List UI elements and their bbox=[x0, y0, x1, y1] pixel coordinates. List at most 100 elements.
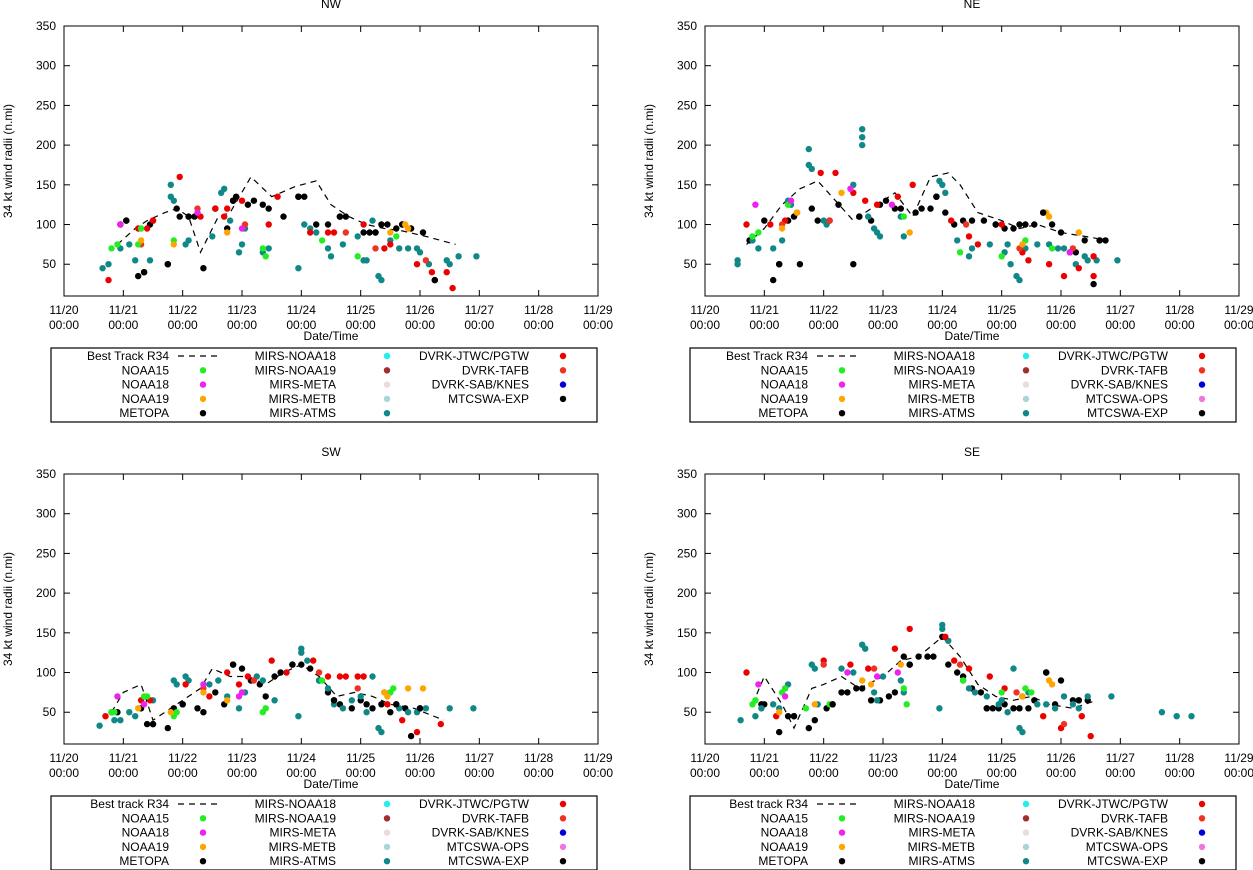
x-tick-label: 11/29 bbox=[583, 303, 612, 317]
legend-label: MTCSWA-EXP bbox=[448, 854, 529, 868]
data-point bbox=[173, 709, 180, 716]
data-point bbox=[137, 225, 145, 232]
data-point bbox=[99, 265, 106, 272]
data-point bbox=[330, 697, 338, 704]
x-tick-label: 11/24 bbox=[928, 751, 957, 765]
data-point bbox=[956, 249, 964, 256]
data-point bbox=[767, 221, 774, 228]
y-tick-label: 100 bbox=[677, 666, 697, 680]
data-point bbox=[758, 705, 765, 712]
legend-label: MIRS-META bbox=[909, 826, 975, 840]
data-point bbox=[407, 732, 415, 740]
data-point bbox=[856, 213, 863, 220]
data-point bbox=[882, 197, 890, 204]
series-mirs-atms bbox=[737, 621, 1195, 736]
data-point bbox=[853, 685, 860, 692]
data-point bbox=[1075, 705, 1083, 712]
data-point bbox=[1013, 689, 1020, 696]
data-point bbox=[906, 661, 913, 668]
data-point bbox=[838, 665, 845, 672]
data-point bbox=[366, 229, 373, 236]
data-point bbox=[778, 225, 786, 232]
chart-title: SW bbox=[321, 445, 341, 459]
series-noaa15 bbox=[108, 677, 397, 720]
data-point bbox=[416, 249, 424, 256]
data-point bbox=[793, 209, 801, 216]
data-point bbox=[915, 653, 922, 660]
data-point bbox=[378, 728, 385, 736]
x-tick-label: 00:00 bbox=[690, 318, 720, 332]
y-tick-label: 350 bbox=[36, 467, 56, 481]
data-point bbox=[455, 253, 462, 260]
legend-label: MTCSWA-EXP bbox=[1087, 406, 1168, 420]
data-point bbox=[906, 625, 913, 633]
data-point bbox=[942, 189, 949, 196]
legend-label: MTCSWA-OPS bbox=[1086, 840, 1168, 854]
data-point bbox=[384, 221, 391, 228]
legend-label: NOAA18 bbox=[761, 378, 809, 392]
x-tick-label: 11/27 bbox=[465, 751, 494, 765]
data-point bbox=[1075, 265, 1083, 272]
data-point bbox=[313, 221, 320, 228]
data-point bbox=[936, 705, 943, 712]
data-point bbox=[1016, 276, 1023, 284]
data-point bbox=[102, 713, 109, 720]
legend-dot-marker bbox=[1198, 858, 1206, 865]
best-track-line bbox=[751, 635, 1097, 730]
data-point bbox=[942, 209, 949, 216]
legend-label: MIRS-META bbox=[270, 378, 336, 392]
plot-frame bbox=[63, 473, 599, 745]
data-point bbox=[413, 261, 421, 268]
data-point bbox=[1019, 241, 1026, 248]
data-point bbox=[811, 701, 818, 708]
y-tick-label: 50 bbox=[684, 257, 698, 271]
data-point bbox=[140, 701, 148, 708]
data-point bbox=[313, 229, 320, 236]
y-tick-label: 350 bbox=[677, 19, 697, 33]
data-point bbox=[114, 693, 121, 700]
data-point bbox=[743, 221, 750, 228]
x-tick-label: 11/26 bbox=[1046, 303, 1075, 317]
data-point bbox=[431, 276, 438, 284]
legend-label: DVRK-JTWC/PGTW bbox=[419, 797, 530, 811]
data-point bbox=[363, 257, 370, 264]
legend-label: MIRS-NOAA18 bbox=[255, 797, 337, 811]
data-point bbox=[449, 284, 456, 292]
data-point bbox=[873, 697, 881, 704]
data-point bbox=[238, 241, 246, 248]
data-point bbox=[381, 245, 388, 252]
data-point bbox=[298, 649, 305, 656]
data-point bbox=[194, 209, 201, 216]
data-point bbox=[310, 657, 317, 664]
x-tick-label: 11/25 bbox=[987, 751, 1016, 765]
legend-label: NOAA15 bbox=[122, 811, 170, 825]
data-point bbox=[132, 713, 139, 720]
data-point bbox=[1048, 221, 1056, 228]
data-point bbox=[226, 217, 234, 224]
data-point bbox=[170, 197, 177, 204]
data-point bbox=[173, 205, 180, 212]
x-tick-label: 00:00 bbox=[927, 318, 957, 332]
data-point bbox=[939, 181, 946, 188]
data-point bbox=[348, 697, 355, 704]
legend-label: NOAA18 bbox=[122, 826, 170, 840]
data-point bbox=[324, 685, 332, 692]
x-tick-label: 00:00 bbox=[749, 766, 779, 780]
data-point bbox=[250, 677, 258, 684]
x-tick-label: 00:00 bbox=[49, 318, 79, 332]
data-point bbox=[304, 657, 311, 664]
data-point bbox=[891, 645, 899, 652]
data-point bbox=[986, 241, 993, 248]
y-tick-label: 50 bbox=[684, 705, 698, 719]
data-point bbox=[965, 665, 973, 672]
x-tick-label: 00:00 bbox=[987, 766, 1017, 780]
x-axis-label: Date/Time bbox=[304, 329, 359, 343]
x-tick-label: 11/22 bbox=[809, 751, 838, 765]
data-point bbox=[983, 693, 990, 700]
x-tick-label: 11/26 bbox=[405, 303, 434, 317]
data-point bbox=[903, 701, 910, 708]
x-tick-label: 11/24 bbox=[287, 303, 316, 317]
x-tick-label: 00:00 bbox=[809, 318, 839, 332]
x-tick-label: 00:00 bbox=[1165, 766, 1195, 780]
series-dvrk-tafb bbox=[820, 661, 1068, 728]
